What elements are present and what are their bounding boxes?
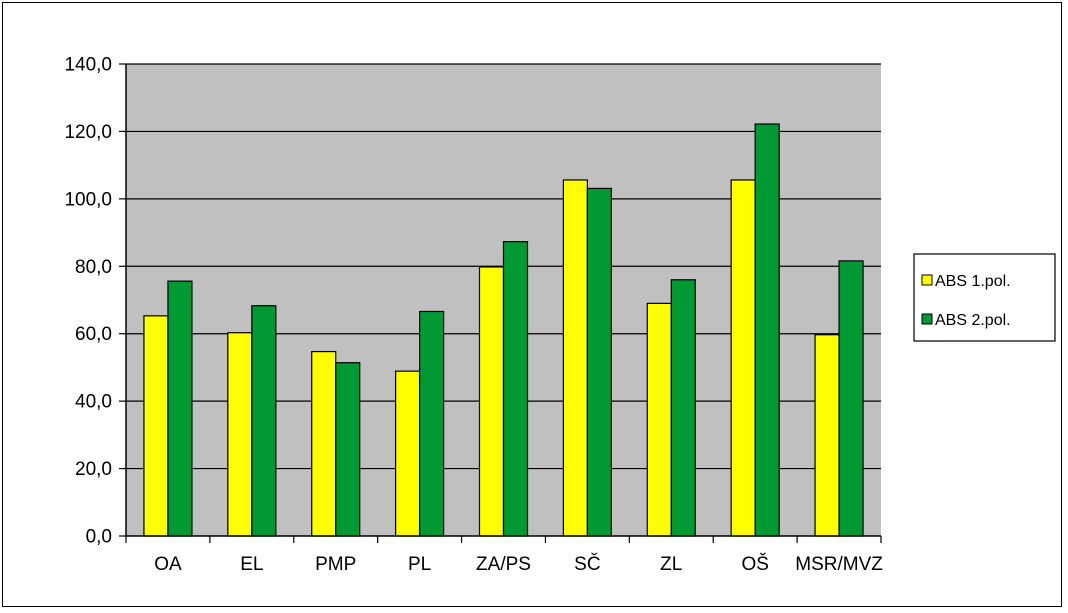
y-tick-label: 20,0 <box>75 459 112 480</box>
bar <box>251 305 277 537</box>
bar <box>419 310 445 537</box>
bar <box>670 279 696 537</box>
legend-label-abs-2: ABS 2.pol. <box>935 312 1011 329</box>
legend-swatch-abs-2 <box>921 313 933 325</box>
bar <box>478 266 505 537</box>
bar <box>335 362 361 537</box>
bar <box>586 187 612 537</box>
bar <box>227 332 253 537</box>
legend-box <box>913 253 1056 342</box>
bar <box>167 280 193 537</box>
bar <box>395 370 421 537</box>
x-tick-label: ZA/PS <box>476 554 531 575</box>
x-tick-label: MSR/MVZ <box>795 554 883 575</box>
x-tick-label: PL <box>408 554 431 575</box>
y-axis-labels: 0,0 20,0 40,0 60,0 80,0 100,0 120,0 140,0 <box>64 55 112 548</box>
y-tick-label: 0,0 <box>86 527 112 548</box>
y-tick-label: 80,0 <box>75 257 112 278</box>
x-tick-label: OA <box>154 554 182 575</box>
legend-swatch-abs-1 <box>921 274 933 286</box>
legend-label-abs-1: ABS 1.pol. <box>935 273 1011 290</box>
bar <box>754 123 780 537</box>
bar <box>502 241 529 537</box>
bar <box>814 334 840 537</box>
bar <box>562 179 588 537</box>
y-tick-label: 140,0 <box>64 55 112 76</box>
bar <box>838 260 864 537</box>
x-tick-label: ZL <box>660 554 682 575</box>
y-tick-label: 120,0 <box>64 122 112 143</box>
x-tick-label: EL <box>240 554 263 575</box>
y-tick-label: 40,0 <box>75 392 112 413</box>
x-tick-label: PMP <box>315 554 356 575</box>
bar <box>646 302 672 537</box>
x-tick-label: SČ <box>574 553 600 575</box>
y-tick-label: 60,0 <box>75 324 112 345</box>
x-axis-labels: OA EL PMP PL ZA/PS SČ ZL OŠ MSR/MVZ <box>154 553 883 575</box>
y-tick-label: 100,0 <box>64 189 112 210</box>
axes <box>119 63 882 543</box>
legend: ABS 1.pol. ABS 2.pol. <box>913 253 1056 342</box>
bar <box>730 179 756 537</box>
x-tick-label: OŠ <box>741 553 768 575</box>
bar <box>143 315 169 537</box>
bar <box>311 350 337 537</box>
